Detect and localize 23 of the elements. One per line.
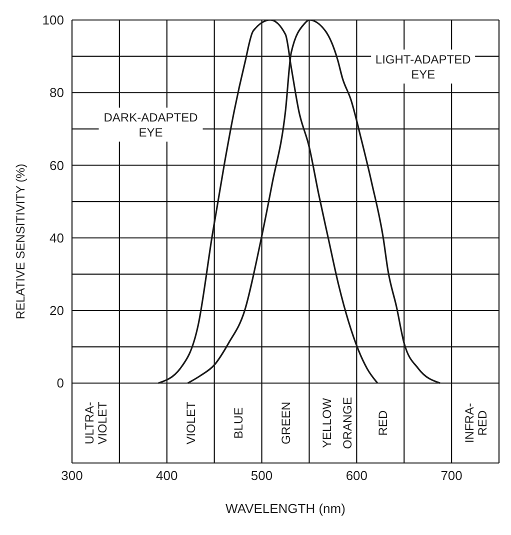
text: DARK-ADAPTED EYE xyxy=(104,110,198,140)
x-tick-label: 500 xyxy=(250,468,273,484)
y-tick-label: 80 xyxy=(50,85,64,100)
annotation: BLUE xyxy=(232,407,246,439)
annotation: ORANGE xyxy=(340,397,355,450)
annotation: YELLOW xyxy=(320,397,334,448)
x-axis-title: WAVELENGTH (nm) xyxy=(226,501,346,516)
annotation: RED xyxy=(376,410,390,436)
annotation: VIOLET xyxy=(184,401,198,444)
annotation: INFRA-RED xyxy=(462,403,490,444)
y-tick-label: 100 xyxy=(42,12,64,28)
annotation: ULTRA-VIOLET xyxy=(82,401,110,444)
y-tick-label: 40 xyxy=(50,230,64,246)
y-axis-title: RELATIVE SENSITIVITY (%) xyxy=(13,164,28,320)
text: LIGHT-ADAPTED EYE xyxy=(375,52,472,82)
y-tick-label: 60 xyxy=(50,158,64,173)
x-tick-label: 700 xyxy=(440,468,462,484)
x-tick-label: 600 xyxy=(346,468,368,484)
x-tick-label: 400 xyxy=(156,468,178,484)
y-tick-label: 20 xyxy=(50,303,64,318)
y-tick-label: 0 xyxy=(56,376,64,391)
x-tick-label: 300 xyxy=(61,468,83,484)
annotation: GREEN xyxy=(279,402,293,444)
